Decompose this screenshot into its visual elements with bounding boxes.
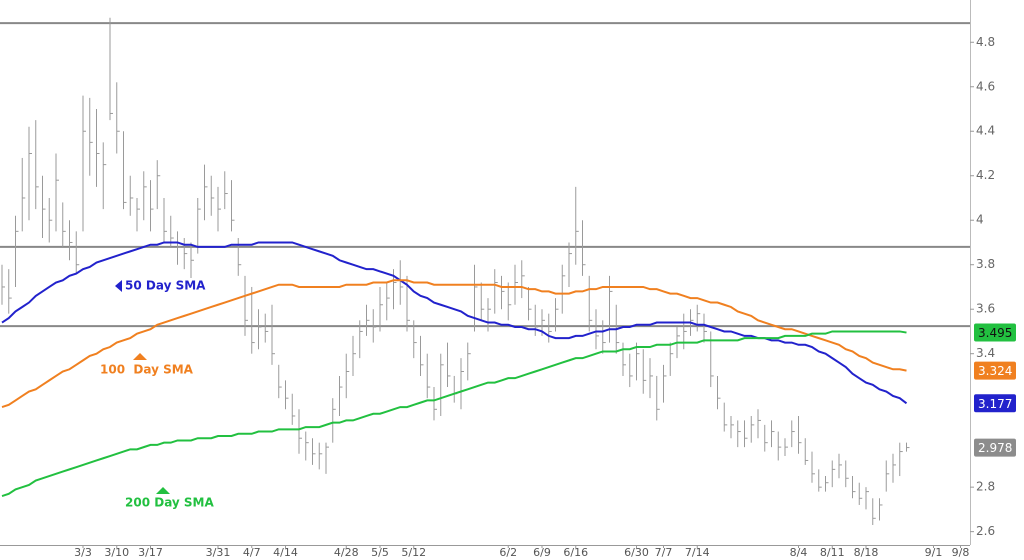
x-tick-label: 4/28 xyxy=(334,546,359,559)
x-tick-label: 6/16 xyxy=(563,546,588,559)
annotation-marker xyxy=(133,353,147,360)
y-tick-label: 4 xyxy=(976,213,984,227)
annotation-marker xyxy=(156,487,170,494)
series-annotation: 100 Day SMA xyxy=(100,363,194,377)
x-tick-label: 3/17 xyxy=(138,546,163,559)
series-annotation: 200 Day SMA xyxy=(125,496,215,510)
x-tick-label: 5/5 xyxy=(371,546,389,559)
x-tick-label: 8/4 xyxy=(790,546,808,559)
x-tick-label: 5/12 xyxy=(401,546,426,559)
x-tick-label: 9/8 xyxy=(952,546,970,559)
x-tick-label: 8/18 xyxy=(854,546,879,559)
x-tick-label: 6/30 xyxy=(624,546,649,559)
sma-line xyxy=(1,330,907,498)
x-tick-label: 4/7 xyxy=(243,546,261,559)
y-tick-label: 4.8 xyxy=(976,35,995,49)
x-tick-label: 9/1 xyxy=(925,546,943,559)
annotation-marker xyxy=(115,280,122,292)
y-tick-label: 2.8 xyxy=(976,480,995,494)
y-tick-label: 3.4 xyxy=(976,346,995,360)
last-value-box xyxy=(974,323,1016,342)
y-tick-label: 3.6 xyxy=(976,302,995,316)
series-annotation: 50 Day SMA xyxy=(125,279,206,293)
last-value-label: 3.324 xyxy=(978,364,1012,378)
x-tick-label: 8/11 xyxy=(820,546,845,559)
last-value-label: 3.495 xyxy=(978,326,1012,340)
y-tick-label: 4.6 xyxy=(976,79,995,93)
last-value-label: 2.978 xyxy=(978,441,1012,455)
last-value-box xyxy=(974,438,1016,457)
x-tick-label: 3/3 xyxy=(74,546,92,559)
last-value-label: 3.177 xyxy=(978,397,1012,411)
y-tick-label: 2.6 xyxy=(976,524,995,538)
x-tick-label: 4/14 xyxy=(273,546,298,559)
x-tick-label: 6/2 xyxy=(499,546,517,559)
y-tick-label: 4.2 xyxy=(976,168,995,182)
y-tick-label: 4.4 xyxy=(976,124,995,138)
x-tick-label: 3/31 xyxy=(206,546,231,559)
x-tick-label: 6/9 xyxy=(533,546,551,559)
last-value-box xyxy=(974,394,1016,413)
x-tick-label: 3/10 xyxy=(104,546,129,559)
y-tick-label: 3.8 xyxy=(976,257,995,271)
sma-line xyxy=(1,279,907,409)
x-tick-label: 7/14 xyxy=(685,546,710,559)
last-value-box xyxy=(974,361,1016,380)
x-tick-label: 7/7 xyxy=(655,546,673,559)
